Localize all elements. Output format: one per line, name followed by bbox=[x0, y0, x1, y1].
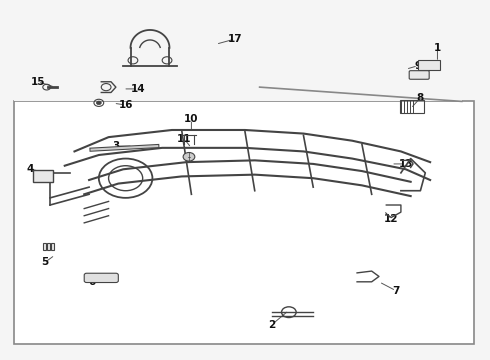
Bar bbox=[400, 100, 424, 113]
Text: 17: 17 bbox=[228, 34, 243, 44]
Bar bbox=[50, 243, 53, 249]
Text: 10: 10 bbox=[184, 114, 198, 124]
Text: 2: 2 bbox=[268, 320, 275, 330]
Text: 12: 12 bbox=[384, 214, 398, 224]
Text: 9: 9 bbox=[415, 61, 421, 71]
Text: 13: 13 bbox=[398, 159, 413, 169]
Bar bbox=[14, 7, 462, 102]
Text: 11: 11 bbox=[177, 134, 192, 144]
Text: 4: 4 bbox=[27, 164, 34, 174]
Text: 5: 5 bbox=[42, 257, 49, 267]
Bar bbox=[43, 243, 46, 249]
Text: 1: 1 bbox=[434, 43, 441, 53]
Text: 8: 8 bbox=[417, 93, 424, 103]
Text: 3: 3 bbox=[112, 141, 120, 151]
FancyBboxPatch shape bbox=[409, 71, 429, 79]
Bar bbox=[33, 170, 52, 182]
Circle shape bbox=[183, 153, 195, 161]
Bar bbox=[418, 60, 440, 70]
FancyBboxPatch shape bbox=[84, 273, 118, 283]
Text: 16: 16 bbox=[119, 100, 133, 110]
Bar bbox=[47, 243, 49, 249]
Bar bbox=[14, 102, 474, 344]
Circle shape bbox=[97, 101, 101, 105]
Text: 6: 6 bbox=[88, 277, 95, 287]
Text: 7: 7 bbox=[392, 286, 400, 296]
Text: 14: 14 bbox=[130, 84, 145, 94]
Text: 15: 15 bbox=[31, 77, 45, 87]
